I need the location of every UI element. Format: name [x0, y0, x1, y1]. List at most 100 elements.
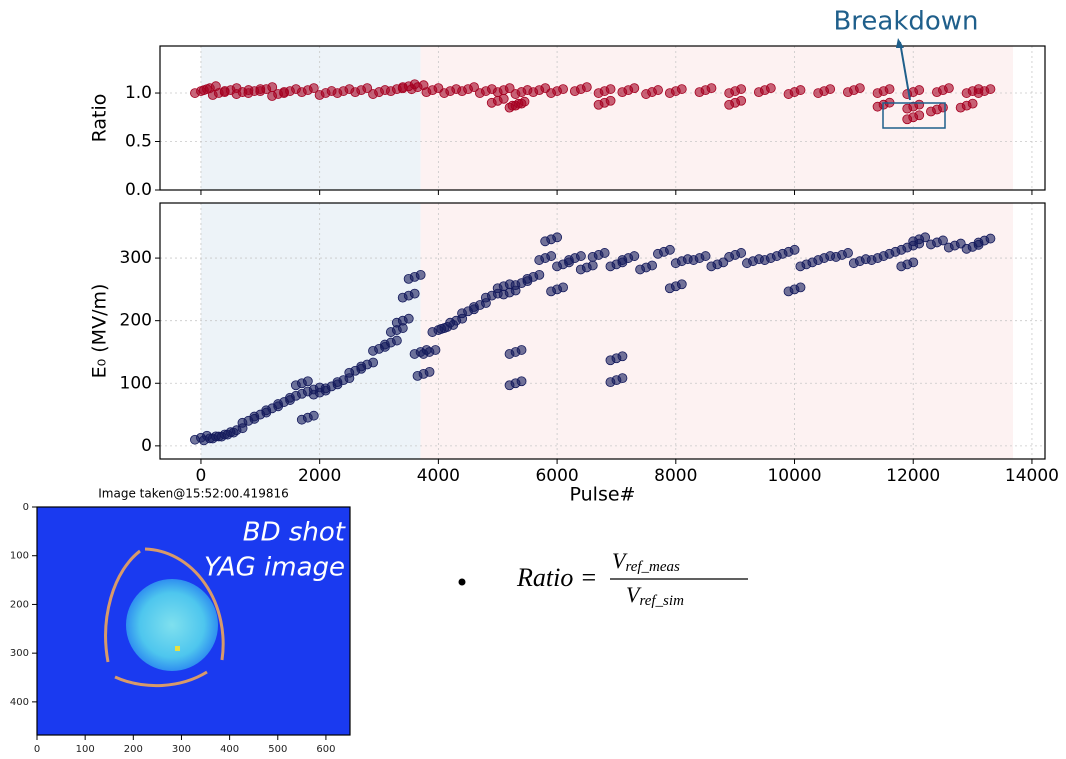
image-caption: BD shot [243, 518, 346, 548]
data-point [587, 260, 598, 271]
data-point [795, 282, 806, 293]
x-tick-label: 600 [316, 744, 335, 755]
data-point [967, 98, 978, 109]
data-point [519, 96, 530, 107]
data-point [825, 84, 836, 94]
data-point [706, 83, 717, 94]
data-point [552, 232, 563, 243]
panel [160, 203, 1045, 459]
data-point [665, 244, 675, 255]
data-point [409, 288, 420, 299]
data-point [403, 313, 414, 324]
bullet [458, 578, 466, 586]
x-tick-label: 200 [124, 744, 143, 755]
data-point [605, 84, 616, 94]
data-point [647, 260, 658, 271]
axes-frame [36, 506, 351, 736]
y-axis-label: Ratio [89, 94, 111, 143]
data-point [789, 244, 800, 255]
data-point [516, 376, 527, 387]
data-point [415, 269, 426, 280]
x-tick-label: 500 [268, 744, 287, 755]
data-point [914, 110, 925, 121]
data-point [736, 84, 747, 94]
data-point [736, 248, 747, 258]
data-point [469, 82, 479, 93]
x-tick-label: 12000 [886, 466, 940, 486]
data-point [653, 85, 663, 95]
annotation-box [882, 102, 946, 129]
x-tick-label: 14000 [1005, 466, 1059, 486]
y-tick-label: 1.0 [125, 83, 152, 103]
data-point [914, 99, 925, 110]
data-point [558, 282, 568, 293]
x-tick-label: 4000 [417, 466, 460, 486]
data-point [424, 366, 435, 377]
shaded-region [420, 46, 1013, 190]
data-point [795, 85, 806, 95]
axes: 0 2000 4000 6000 8000 10000 12000 14000 0 100 200 3… [89, 202, 1059, 506]
x-tick-label: 0 [196, 466, 207, 486]
y-axis-label: E₀ (MV/m) [89, 284, 111, 379]
data-point [516, 345, 527, 355]
denominator: Vref_sim [626, 582, 684, 609]
data-point [368, 357, 379, 368]
data-point [498, 93, 509, 104]
x-tick-label: 300 [172, 744, 191, 755]
x-tick-label: 400 [220, 744, 239, 755]
x-tick-label: 10000 [767, 466, 821, 486]
data-point [430, 345, 441, 355]
annotation-arrow [899, 41, 911, 101]
data-point [700, 251, 711, 261]
data-point [914, 238, 925, 249]
data-point [558, 84, 568, 94]
y-tick-label: 300 [10, 648, 29, 659]
data-point [765, 83, 776, 94]
x-axis-label: Pulse# [570, 484, 636, 506]
data-point [308, 83, 319, 94]
data-point [736, 95, 747, 106]
data-point [629, 83, 640, 94]
data-point [938, 235, 948, 246]
data-point [391, 335, 402, 346]
data-point [938, 102, 948, 113]
data-point [854, 83, 865, 94]
numerator: Vref_meas [612, 548, 680, 575]
y-tick-label: 0.5 [125, 132, 152, 152]
data-point [599, 248, 610, 258]
data-point [843, 248, 853, 258]
data-point [605, 95, 616, 106]
formula-lhs: Ratio = [516, 563, 597, 592]
numerator-base: V [612, 548, 628, 573]
denominator-base: V [626, 582, 642, 607]
data-point [985, 84, 996, 94]
annotation: Breakdown [833, 7, 978, 37]
y-tick-label: 0 [141, 436, 152, 456]
yag-image [37, 507, 350, 735]
numerator-sub: ref_meas [625, 559, 680, 575]
data-point [944, 83, 954, 94]
data-point [575, 251, 586, 261]
y-tick-label: 100 [120, 373, 152, 393]
panel [160, 46, 1045, 191]
denominator-sub: ref_sim [639, 593, 684, 609]
axes: 0 100 200 300 400 500 600 0 100 200 300 400 Image ta… [10, 487, 351, 755]
y-tick-label: 400 [10, 697, 29, 708]
data-point [914, 85, 925, 95]
x-tick-label: 8000 [654, 466, 697, 486]
y-tick-label: 0.0 [125, 180, 152, 200]
axes: 0.0 0.5 1.0 Ratio [89, 45, 1046, 200]
data-point [985, 233, 996, 244]
data-point [617, 373, 628, 384]
data-point [908, 257, 919, 268]
data-point [546, 251, 557, 261]
axes-frame [159, 45, 1046, 191]
x-tick-label: 6000 [535, 466, 578, 486]
data-point [581, 82, 592, 93]
data-point [920, 232, 931, 243]
formula: Ratio = Vref_meas Vref_sim [516, 548, 748, 609]
data-point [504, 83, 515, 94]
data-point [617, 351, 628, 362]
x-tick-label: 0 [34, 744, 40, 755]
